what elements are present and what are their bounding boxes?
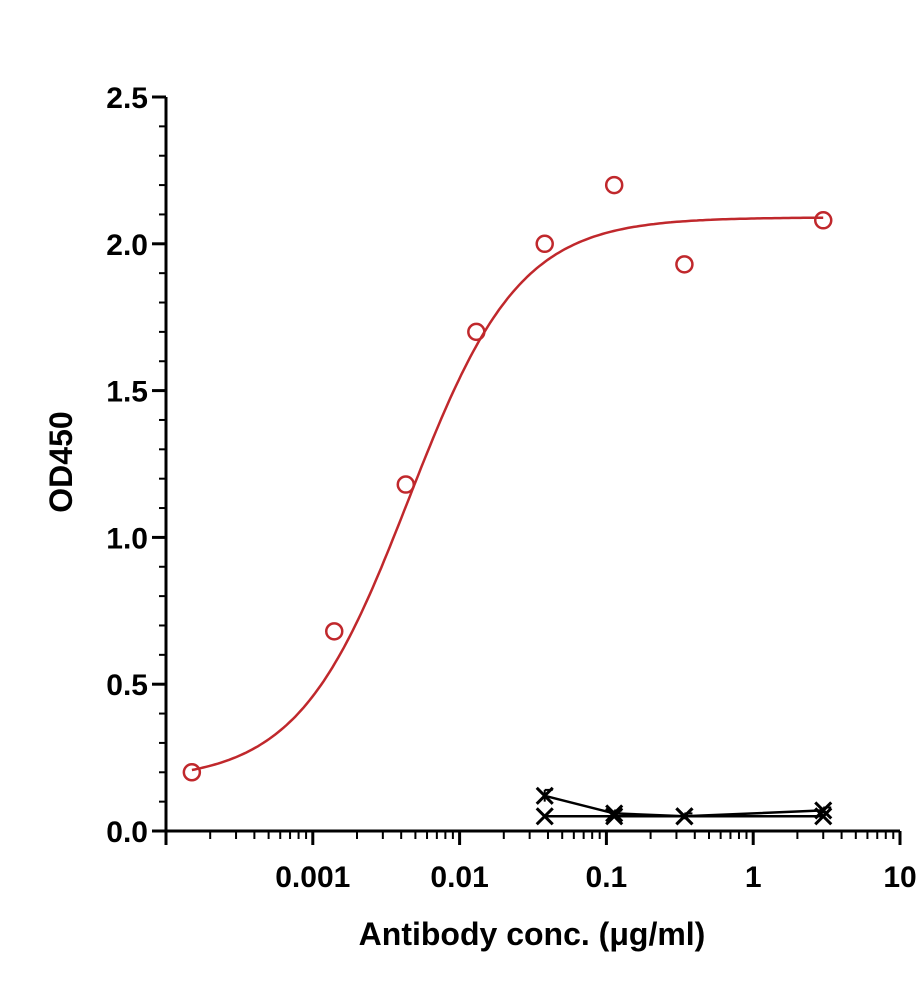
cross-stroke bbox=[814, 807, 833, 826]
fit-curve bbox=[191, 216, 824, 772]
data-point bbox=[325, 622, 344, 641]
y-tick-label: 1.5 bbox=[106, 376, 148, 409]
y-tick-label: 2.5 bbox=[106, 82, 148, 115]
series-layer bbox=[182, 175, 833, 826]
series-2 bbox=[535, 807, 833, 826]
connecting-line bbox=[544, 794, 824, 818]
data-point bbox=[467, 322, 486, 342]
data-point bbox=[535, 786, 554, 805]
data-point bbox=[535, 234, 554, 254]
y-tick-label: 2.0 bbox=[106, 229, 148, 262]
data-point bbox=[182, 763, 202, 782]
y-tick-label: 0.0 bbox=[106, 816, 148, 849]
data-point bbox=[396, 475, 416, 494]
data-point bbox=[605, 804, 624, 823]
data-point bbox=[604, 175, 624, 195]
data-point bbox=[675, 807, 694, 826]
cross-stroke bbox=[605, 807, 624, 826]
data-point bbox=[813, 211, 833, 230]
cross-stroke bbox=[535, 786, 554, 805]
y-axis-title: OD450 bbox=[43, 411, 79, 512]
x-tick-label: 10 bbox=[883, 861, 916, 894]
tick-labels: 0.0 0.5 1.0 1.5 2.0 2.5 0.001 0.01 0.1 1 10 bbox=[106, 82, 916, 894]
y-tick-label: 0.5 bbox=[106, 669, 148, 702]
ticks bbox=[152, 95, 902, 845]
x-tick-label: 1 bbox=[745, 861, 762, 894]
data-point bbox=[605, 807, 624, 826]
series-0 bbox=[182, 175, 833, 782]
x-tick-label: 0.001 bbox=[275, 861, 350, 894]
data-point bbox=[535, 807, 554, 826]
x-tick-label: 0.01 bbox=[430, 861, 488, 894]
cross-stroke bbox=[535, 807, 554, 826]
cross-stroke bbox=[605, 804, 624, 823]
data-point bbox=[675, 255, 694, 274]
data-point bbox=[814, 807, 833, 826]
axes bbox=[164, 97, 900, 833]
x-axis-title: Antibody conc. (μg/ml) bbox=[359, 916, 706, 952]
x-tick-label: 0.1 bbox=[586, 861, 628, 894]
y-tick-label: 1.0 bbox=[106, 522, 148, 555]
cross-stroke bbox=[675, 807, 694, 826]
